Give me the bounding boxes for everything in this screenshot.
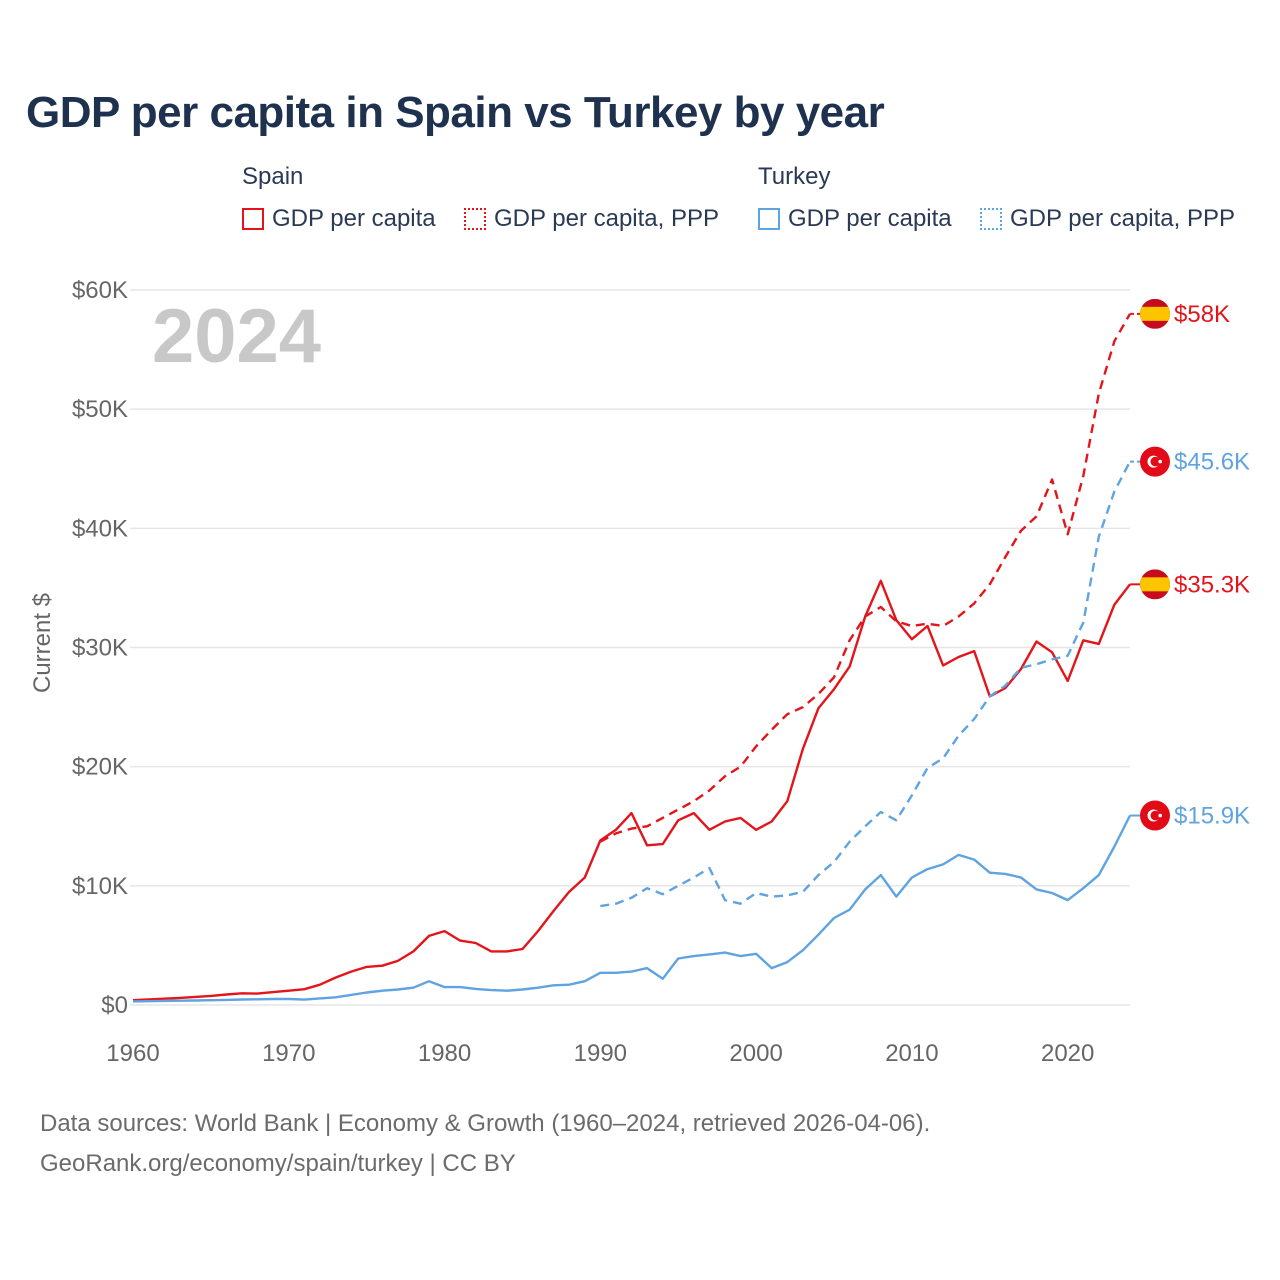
legend-item-spain-ppp[interactable]: GDP per capita, PPP — [464, 205, 719, 233]
series-line-turkey-solid[interactable] — [132, 814, 1132, 1003]
y-tick-label: $40K — [72, 515, 128, 542]
turkey-flag-icon — [1140, 446, 1170, 477]
x-tick-label: 1980 — [418, 1040, 471, 1067]
axes: $0 $10K $20K $30K $40K $50K $60K 1960 1970 1980 19… — [72, 277, 1094, 1067]
x-tick-label: 2010 — [885, 1040, 938, 1067]
x-tick-label: 1960 — [106, 1040, 159, 1067]
chart-title: GDP per capita in Spain vs Turkey by yea… — [26, 88, 885, 137]
year-label: 2024 — [152, 294, 321, 379]
x-tick-label: 1970 — [262, 1040, 315, 1067]
footer-sources: Data sources: World Bank | Economy & Gro… — [40, 1110, 931, 1137]
legend-label: GDP per capita, PPP — [1010, 205, 1235, 232]
y-tick-label: $0 — [101, 992, 128, 1019]
y-axis-title: Current $ — [29, 593, 56, 693]
gridlines — [130, 289, 1130, 1006]
end-labels: $35.3K $58K $15.9K $45.6K — [1130, 298, 1250, 831]
legend-swatch-turkey-solid — [758, 208, 780, 230]
legend-item-spain-gdp[interactable]: GDP per capita — [242, 205, 436, 233]
y-tick-label: $60K — [72, 277, 128, 304]
x-tick-label: 2020 — [1041, 1040, 1094, 1067]
y-tick-label: $50K — [72, 396, 128, 423]
end-value-label: $45.6K — [1174, 449, 1250, 476]
y-tick-label: $30K — [72, 635, 128, 662]
turkey-flag-icon — [1140, 800, 1170, 831]
legend-item-turkey-ppp[interactable]: GDP per capita, PPP — [980, 205, 1235, 233]
y-tick-label: $10K — [72, 873, 128, 900]
legend-label: GDP per capita — [788, 205, 952, 232]
legend-heading-turkey: Turkey — [758, 163, 831, 190]
end-value-label: $35.3K — [1174, 571, 1250, 598]
series-line-turkey-dashed[interactable] — [600, 461, 1132, 908]
footer-link[interactable]: GeoRank.org/economy/spain/turkey | CC BY — [40, 1150, 516, 1177]
footer: Data sources: World Bank | Economy & Gro… — [40, 1104, 930, 1184]
line-chart: 2024 $0 $10K $20K $30K $40K $50K $60K 1960 1970 1… — [29, 277, 1250, 1067]
legend-swatch-spain-dashed — [464, 208, 486, 230]
legend-swatch-spain-solid — [242, 208, 264, 230]
series-line-spain-solid[interactable] — [132, 579, 1131, 1002]
legend-label: GDP per capita, PPP — [494, 205, 719, 232]
x-tick-label: 2000 — [729, 1040, 782, 1067]
legend-heading-spain: Spain — [242, 163, 304, 190]
end-value-label: $15.9K — [1174, 803, 1250, 830]
legend-item-turkey-gdp[interactable]: GDP per capita — [758, 205, 952, 233]
series — [132, 313, 1132, 1003]
legend-swatch-turkey-dashed — [980, 208, 1002, 230]
spain-flag-icon — [1140, 569, 1170, 600]
x-tick-label: 1990 — [574, 1040, 627, 1067]
end-value-label: $58K — [1174, 301, 1230, 328]
legend-label: GDP per capita — [272, 205, 436, 232]
y-tick-label: $20K — [72, 754, 128, 781]
spain-flag-icon — [1140, 298, 1170, 329]
series-line-spain-dashed[interactable] — [599, 313, 1132, 843]
